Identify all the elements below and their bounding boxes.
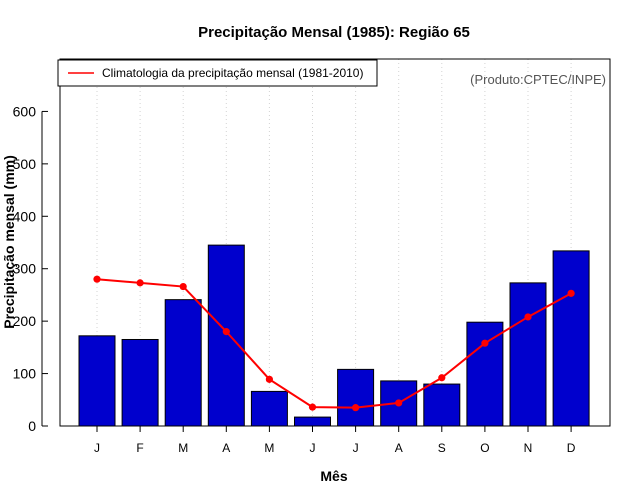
bar-3 (207, 244, 245, 427)
chart-title: Precipitação Mensal (1985): Região 65 (198, 24, 470, 41)
x-tick-label: M (178, 441, 188, 455)
bars (78, 244, 590, 427)
bar-8 (423, 383, 461, 427)
bar-10 (509, 282, 547, 427)
climatology-point-5 (308, 403, 317, 411)
y-tick-label: 600 (13, 103, 37, 119)
bar-1 (121, 338, 159, 427)
bar-9 (466, 321, 504, 427)
climatology-point-6 (352, 404, 360, 412)
legend-box (57, 59, 378, 87)
bar-2 (164, 299, 202, 427)
x-tick-label: D (567, 441, 576, 455)
climatology-point-8 (438, 374, 446, 382)
x-tick-label: M (264, 441, 274, 455)
y-tick-label: 400 (13, 208, 37, 224)
y-tick-label: 0 (28, 418, 36, 434)
x-tick-label: J (310, 441, 316, 455)
climatology-point-4 (265, 375, 273, 383)
y-tick-label: 300 (13, 261, 37, 277)
x-tick-label: A (222, 441, 230, 455)
y-tick-label: 100 (13, 366, 37, 382)
climatology-point-7 (395, 399, 403, 407)
x-tick-label: O (480, 441, 489, 455)
climatology-point-10 (524, 313, 532, 321)
x-tick-label: F (136, 441, 143, 455)
climatology-polyline (96, 278, 572, 409)
climatology-line (93, 275, 575, 412)
y-tick-label: 500 (13, 156, 37, 172)
bar-6 (337, 368, 375, 427)
x-tick-label: J (94, 441, 100, 455)
bar-11 (552, 250, 590, 427)
bar-4 (250, 390, 288, 427)
climatology-point-11 (567, 289, 575, 297)
product-annotation: (Produto:CPTEC/INPE) (470, 72, 606, 87)
climatology-point-1 (136, 279, 144, 287)
legend: Climatologia da precipitação mensal (198… (57, 59, 378, 87)
climatology-point-9 (481, 339, 489, 347)
bar-0 (78, 335, 116, 427)
x-tick-label: N (524, 441, 533, 455)
bar-5 (294, 416, 331, 427)
x-tick-label: J (353, 441, 359, 455)
climatology-point-0 (93, 275, 101, 283)
climatology-point-2 (179, 282, 187, 291)
x-tick-label: A (395, 441, 403, 455)
climatology-point-3 (222, 328, 230, 336)
legend-entry-climatology: Climatologia da precipitação mensal (198… (102, 66, 363, 80)
x-tick-label: S (438, 441, 446, 455)
y-axis: 0 100 200 300 400 500 600 (13, 103, 48, 434)
x-axis-label: Mês (320, 468, 347, 484)
y-axis-label: Precipitação mensal (mm) (1, 155, 17, 329)
y-tick-label: 200 (13, 313, 37, 329)
